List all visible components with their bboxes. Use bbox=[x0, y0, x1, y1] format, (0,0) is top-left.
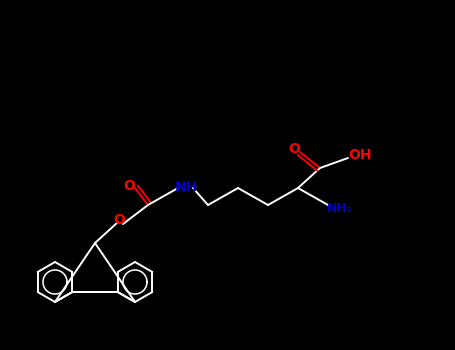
Text: O: O bbox=[288, 142, 300, 156]
Text: OH: OH bbox=[348, 148, 372, 162]
Text: NH: NH bbox=[174, 180, 197, 194]
Text: O: O bbox=[113, 213, 125, 227]
Text: NH₂: NH₂ bbox=[327, 202, 353, 215]
Text: O: O bbox=[123, 179, 135, 193]
